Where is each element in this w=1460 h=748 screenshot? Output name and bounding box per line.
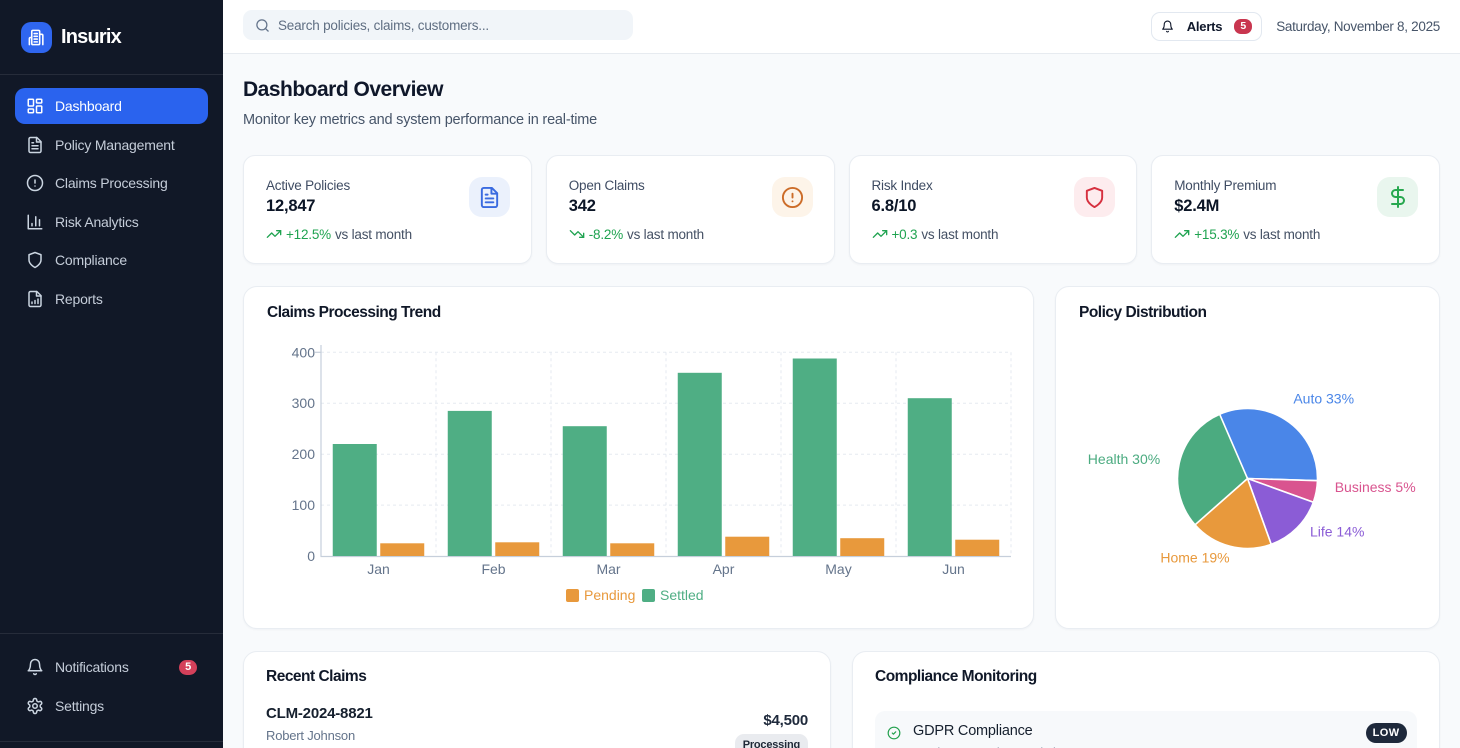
svg-text:Health 30%: Health 30% [1088,451,1160,467]
svg-text:Feb: Feb [481,561,505,577]
svg-text:Jun: Jun [942,561,965,577]
svg-text:Auto 33%: Auto 33% [1293,390,1354,406]
svg-text:Pending: Pending [584,587,635,603]
svg-text:Apr: Apr [713,561,735,577]
svg-text:Mar: Mar [596,561,620,577]
svg-text:Jan: Jan [367,561,390,577]
svg-text:Settled: Settled [660,587,704,603]
svg-text:400: 400 [292,344,316,360]
svg-text:0: 0 [307,548,315,564]
svg-text:Business 5%: Business 5% [1335,479,1416,495]
svg-text:Home 19%: Home 19% [1160,550,1229,566]
svg-text:Life 14%: Life 14% [1310,524,1364,540]
svg-text:May: May [825,561,851,577]
svg-text:300: 300 [292,395,316,411]
svg-text:100: 100 [292,497,316,513]
svg-text:200: 200 [292,446,316,462]
